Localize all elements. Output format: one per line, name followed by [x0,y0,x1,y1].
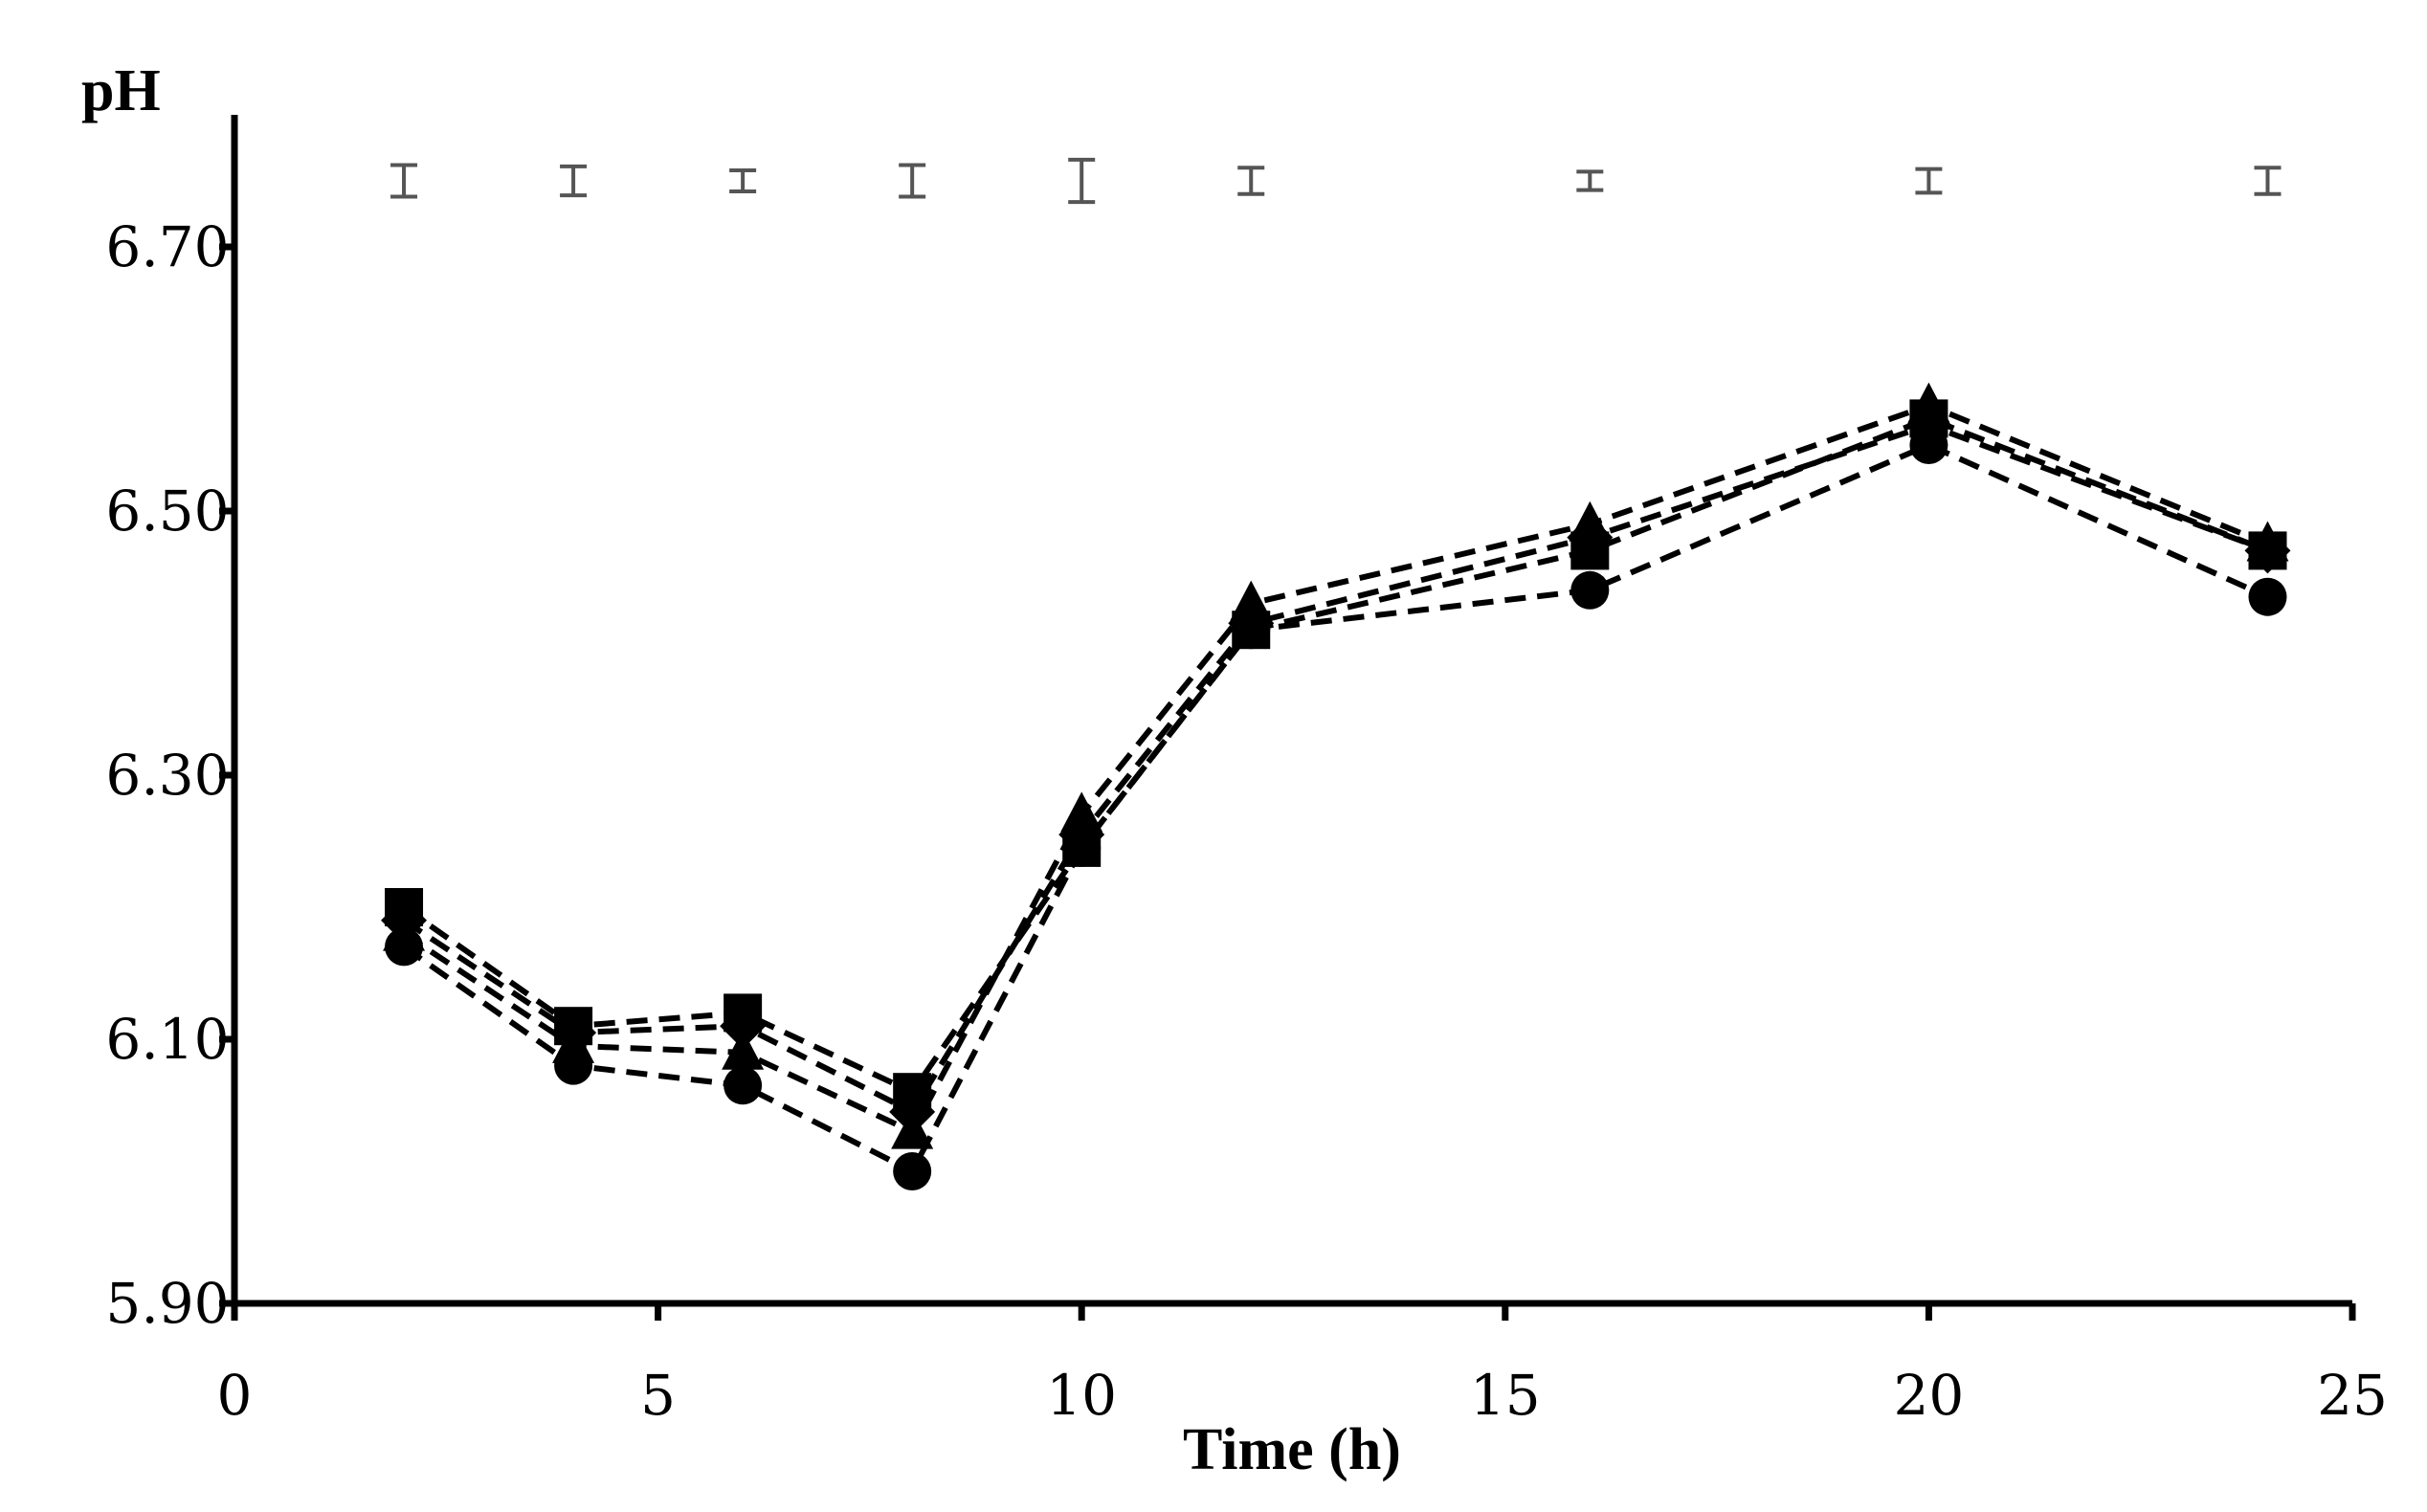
series-line-square [402,415,2269,1096]
x-tick-label: 10 [1046,1363,1117,1428]
data-point-circle [2248,577,2287,616]
x-tick-label: 15 [1470,1363,1541,1428]
data-point-square [1570,531,1610,570]
x-ticks-group: 0 5 10 15 20 25 [217,1303,2388,1428]
data-point-square [2248,531,2287,570]
y-tick-label: 6.30 [105,743,229,808]
x-tick-label: 20 [1893,1363,1964,1428]
data-point-square [724,993,763,1033]
y-ticks-group: 5.90 6.10 6.30 6.50 6.70 [105,214,234,1336]
data-point-square [1062,828,1102,867]
data-point-triangle [722,1029,765,1070]
series-line-diamond [402,422,2269,1116]
data-point-square [893,1073,932,1112]
series-line-triangle [402,402,2269,1136]
y-tick-label: 6.10 [105,1007,229,1072]
y-tick-label: 6.70 [105,214,229,279]
series-lines-group [402,402,2269,1176]
series-markers-group [381,382,2291,1190]
data-point-circle [1570,570,1610,610]
axes-group [231,115,2352,1307]
error-bars-group [390,157,2282,205]
data-point-square [1909,399,1948,438]
x-tick-label: 5 [640,1363,676,1428]
y-tick-label: 6.50 [105,478,229,544]
data-point-square [554,1007,593,1046]
x-tick-label: 0 [217,1363,253,1428]
data-point-circle [724,1066,763,1105]
x-axis-title: Time (h) [1183,1417,1401,1482]
y-tick-label: 5.90 [105,1271,229,1336]
data-point-circle [893,1152,932,1190]
data-point-square [1232,611,1271,650]
y-axis-title: pH [81,58,161,123]
x-tick-label: 25 [2317,1363,2388,1428]
series-line-circle [402,441,2269,1176]
data-point-square [385,888,424,926]
